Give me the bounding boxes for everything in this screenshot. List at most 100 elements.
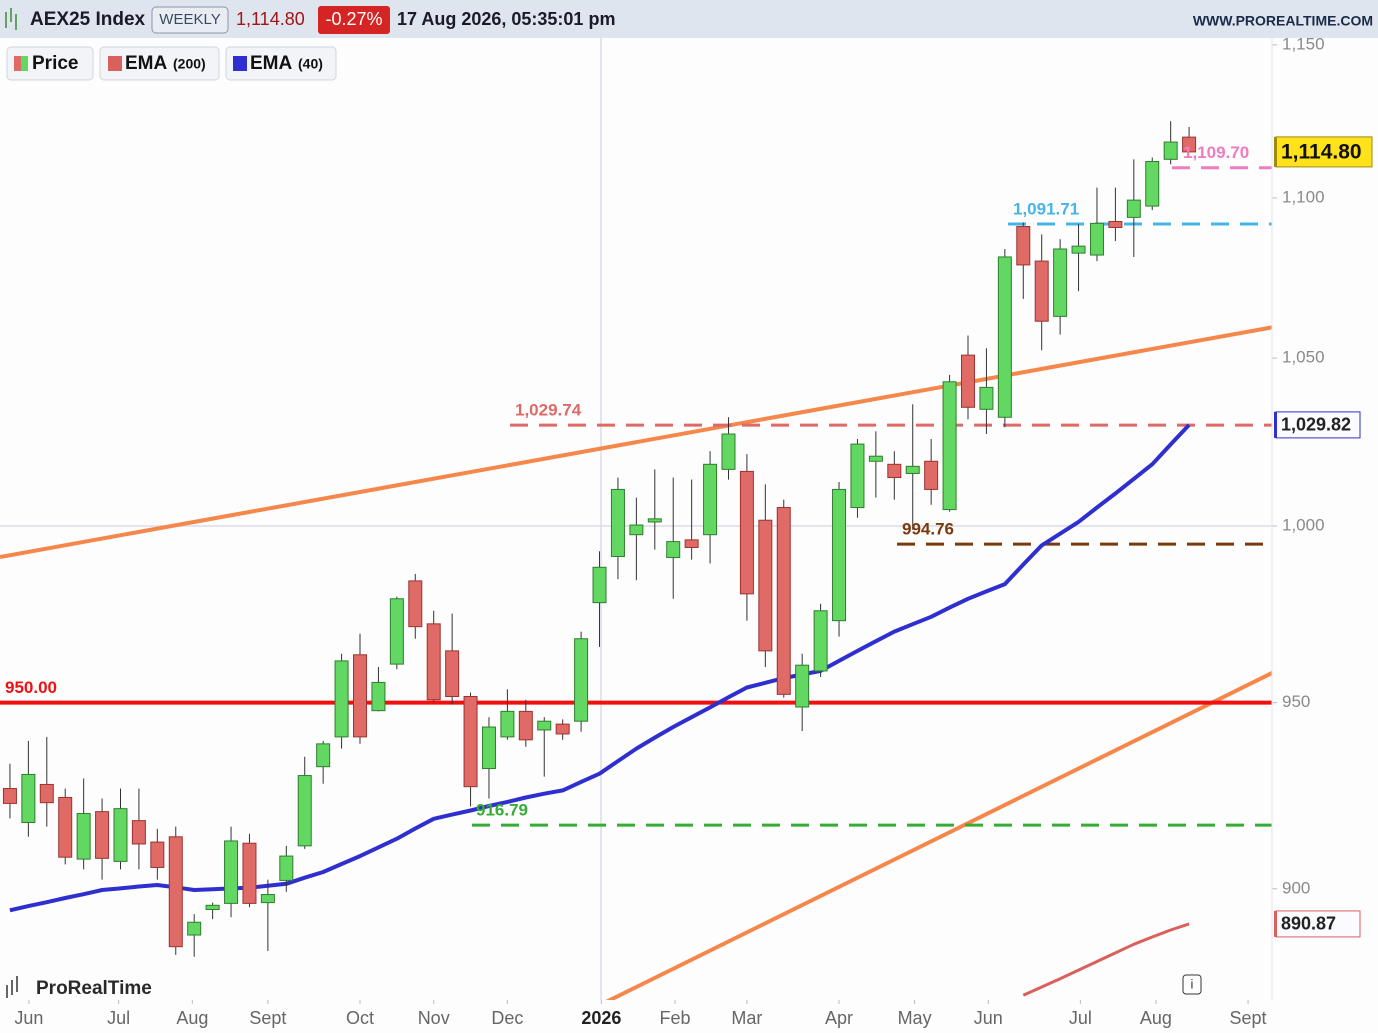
info-button[interactable] (1182, 974, 1202, 995)
candle-body (1126, 199, 1141, 218)
candle-body (647, 518, 662, 523)
x-tick-label: Sept (249, 1008, 286, 1028)
candle-body (500, 710, 515, 738)
header-bar (0, 0, 1378, 38)
candle-body (187, 921, 202, 936)
legend-label[interactable]: EMA (125, 53, 168, 74)
candle-body (371, 681, 386, 712)
candle-body (666, 541, 681, 559)
plot (0, 121, 1272, 997)
x-tick-label: Apr (825, 1008, 853, 1028)
candle-body (795, 664, 810, 708)
candle-body (1053, 248, 1068, 317)
candle-body (21, 773, 36, 824)
candle-body (279, 855, 294, 881)
candle-body (408, 580, 423, 628)
last-price: 1,114.80 (236, 9, 305, 29)
candle-body (813, 610, 828, 672)
level-label: 994.76 (902, 520, 954, 539)
legend-button[interactable] (225, 46, 337, 81)
level-label: 1,109.70 (1183, 143, 1249, 162)
candle-body (316, 743, 331, 768)
legend-period[interactable]: (200) (173, 56, 206, 72)
datetime: 17 Aug 2026, 05:35:01 pm (397, 9, 615, 29)
candle-body (297, 775, 312, 847)
brand-icon (6, 976, 18, 998)
candle-body (610, 488, 625, 557)
candle-body (961, 354, 976, 408)
legend-label[interactable]: Price (32, 53, 78, 74)
overlay: 1,150 1,100 1,050 1,000 950 900 Jun Jul Aug Sept O… (5, 34, 1373, 1028)
brand: ProRealTime (36, 978, 152, 999)
timeframe-badge[interactable] (151, 6, 229, 34)
y-tick-label: 1,100 (1282, 187, 1325, 206)
candle-body (131, 820, 146, 845)
candle-body (924, 460, 939, 490)
x-tick-label: Sept (1230, 1008, 1267, 1028)
candle-body (739, 470, 754, 595)
price-badge-edge (1274, 411, 1277, 438)
y-tick-label: 1,150 (1282, 34, 1325, 53)
x-tick-label: Jun (14, 1008, 43, 1028)
candle-body (703, 463, 718, 536)
candle-body (2, 788, 17, 804)
price-badge-label: 1,029.82 (1281, 415, 1351, 435)
x-tick-label: May (898, 1008, 932, 1028)
candle-body (1089, 222, 1104, 256)
legend-label[interactable]: EMA (250, 53, 293, 74)
price-badge-edge (1274, 910, 1277, 937)
x-tick-label: Dec (491, 1008, 523, 1028)
source[interactable]: WWW.PROREALTIME.COM (1193, 13, 1373, 29)
legend-icon (21, 56, 28, 71)
candle-body (721, 433, 736, 470)
level-label: 1,029.74 (515, 401, 582, 420)
trend-line (605, 670, 1272, 1000)
candle-body (150, 841, 165, 868)
legend-icon (108, 56, 122, 71)
change: -0.27% (325, 9, 382, 29)
timeframe[interactable]: WEEKLY (159, 11, 220, 28)
ema-line (9, 423, 1191, 913)
candle-body (168, 836, 183, 948)
y-tick-label: 950 (1282, 692, 1310, 711)
candle-body (832, 488, 847, 622)
candle-body (1108, 220, 1123, 228)
candle-body (1182, 136, 1197, 153)
candle-body (463, 696, 478, 788)
price-badge-label: 1,114.80 (1281, 140, 1362, 163)
candle-body (518, 710, 533, 741)
candle-body (997, 256, 1012, 418)
info-icon[interactable]: i (1191, 976, 1194, 991)
candle-body (1016, 226, 1031, 266)
candle-body (629, 524, 644, 536)
candle-body (205, 904, 220, 911)
legend-period[interactable]: (40) (298, 56, 323, 72)
candle-body (887, 463, 902, 479)
legend-button[interactable] (6, 46, 94, 81)
title: AEX25 Index (30, 9, 146, 30)
candle-body (758, 519, 773, 652)
legend-icon (14, 56, 21, 71)
price-badge-edge (1274, 136, 1277, 167)
level-label: 916.79 (476, 801, 528, 820)
candle-body (1034, 260, 1049, 322)
price-badge (1275, 136, 1373, 168)
level-label: 1,091.71 (1013, 199, 1079, 218)
legend-icon (233, 56, 247, 71)
trend-line (0, 325, 1272, 559)
candle-body (592, 566, 607, 604)
y-tick-label: 1,000 (1282, 516, 1325, 535)
x-tick-label: Aug (176, 1008, 208, 1028)
candle-body (260, 894, 275, 904)
trend-lines (0, 325, 1272, 1000)
ema-line (1022, 922, 1190, 997)
price-badge (1275, 411, 1361, 439)
x-tick-label: Aug (1140, 1008, 1172, 1028)
y-tick-label: 900 (1282, 878, 1310, 897)
x-tick-label: Jul (1069, 1008, 1092, 1028)
legend-button[interactable] (99, 46, 220, 81)
candle-body (445, 650, 460, 698)
candle-body (1145, 160, 1160, 207)
candle-body (868, 455, 883, 462)
